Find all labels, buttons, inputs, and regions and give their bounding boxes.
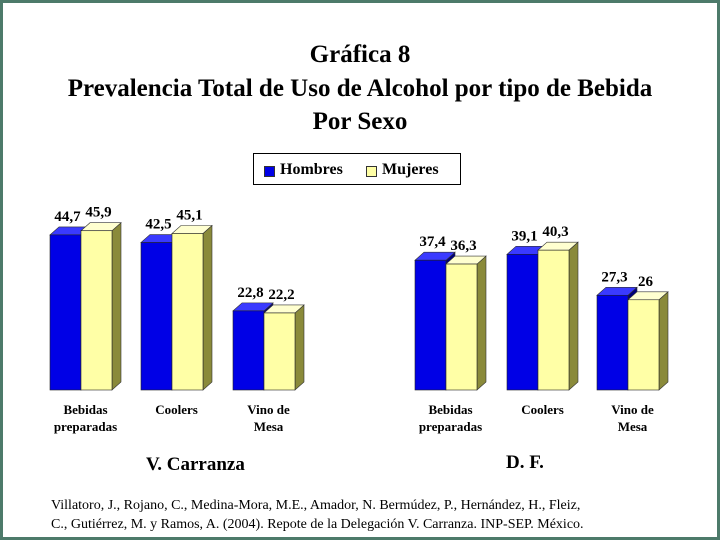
bar-panel1-cat2-hombres: [596, 294, 629, 391]
slide-frame: Gráfica 8 Prevalencia Total de Uso de Al…: [3, 3, 717, 537]
legend-swatch-hombres: [264, 166, 275, 177]
bar-panel1-cat0-mujeres: [445, 263, 478, 391]
bar-panel0-cat0-mujeres: [80, 230, 113, 391]
data-label-panel0-cat2-hombres: 22,8: [237, 285, 263, 301]
chart-legend: Hombres Mujeres: [253, 153, 461, 185]
legend-label-mujeres: Mujeres: [382, 161, 439, 178]
category-label-panel1-cat2-line1: Mesa: [618, 419, 648, 434]
data-label-panel1-cat1-hombres: 39,1: [511, 228, 537, 244]
bar-side-panel0-cat1-mujeres: [202, 224, 213, 391]
bar-panel1-cat2-mujeres: [627, 299, 660, 391]
chart-title-line-2: Prevalencia Total de Uso de Alcohol por …: [67, 75, 653, 102]
data-label-panel0-cat1-mujeres: 45,1: [176, 208, 202, 224]
data-label-panel1-cat2-hombres: 27,3: [601, 269, 627, 285]
data-label-panel1-cat0-mujeres: 36,3: [450, 238, 476, 254]
group-label-df: D. F.: [506, 452, 544, 473]
category-label-panel0-cat2-line0: Vino de: [247, 402, 290, 417]
bar-chart-svg: 44,7 45,9 Bebidas preparadas 42,5 45,1 Coolers…: [49, 205, 669, 434]
bar-panel0-cat2-mujeres: [263, 312, 296, 391]
bar-side-panel1-cat1-mujeres: [568, 241, 579, 391]
data-label-panel1-cat2-mujeres: 26: [638, 274, 654, 290]
category-label-panel1-cat2-line0: Vino de: [611, 402, 654, 417]
chart-title-line-1: Gráfica 8: [309, 41, 411, 68]
data-label-panel0-cat0-hombres: 44,7: [54, 209, 81, 225]
chart-title-line-3: Por Sexo: [312, 108, 408, 135]
bar-panel0-cat2-hombres: [232, 310, 265, 391]
group-label-v-carranza: V. Carranza: [146, 454, 245, 475]
bar-side-panel0-cat0-mujeres: [111, 222, 122, 391]
data-label-panel0-cat2-mujeres: 22,2: [268, 287, 294, 303]
bar-side-panel1-cat0-mujeres: [476, 255, 487, 391]
data-label-panel0-cat1-hombres: 42,5: [145, 217, 171, 233]
bar-side-panel0-cat2-mujeres: [294, 304, 305, 391]
category-label-panel0-cat1-line0: Coolers: [155, 402, 198, 417]
category-label-panel1-cat0-line0: Bebidas: [428, 402, 472, 417]
bar-panel1-cat0-hombres: [414, 259, 447, 391]
data-label-panel0-cat0-mujeres: 45,9: [85, 205, 111, 221]
footnote-line-2: C., Gutiérrez, M. y Ramos, A. (2004). Re…: [51, 517, 584, 532]
bar-panel1-cat1-hombres: [506, 254, 539, 391]
legend-label-hombres: Hombres: [280, 161, 343, 178]
bar-panel1-cat1-mujeres: [537, 249, 570, 391]
data-label-panel1-cat0-hombres: 37,4: [419, 234, 446, 250]
bar-panel0-cat0-hombres: [49, 234, 82, 391]
category-label-panel1-cat1-line0: Coolers: [521, 402, 564, 417]
bar-panel0-cat1-hombres: [140, 242, 173, 391]
bar-panel0-cat1-mujeres: [171, 233, 204, 391]
legend-swatch-mujeres: [366, 166, 377, 177]
footnote-line-1: Villatoro, J., Rojano, C., Medina-Mora, …: [51, 498, 581, 513]
bar-side-panel1-cat2-mujeres: [658, 291, 669, 391]
category-label-panel1-cat0-line1: preparadas: [419, 419, 482, 434]
category-label-panel0-cat0-line1: preparadas: [54, 419, 117, 434]
source-footnote: Villatoro, J., Rojano, C., Medina-Mora, …: [51, 496, 691, 534]
category-label-panel0-cat2-line1: Mesa: [254, 419, 284, 434]
data-label-panel1-cat1-mujeres: 40,3: [542, 224, 568, 240]
category-label-panel0-cat0-line0: Bebidas: [63, 402, 107, 417]
